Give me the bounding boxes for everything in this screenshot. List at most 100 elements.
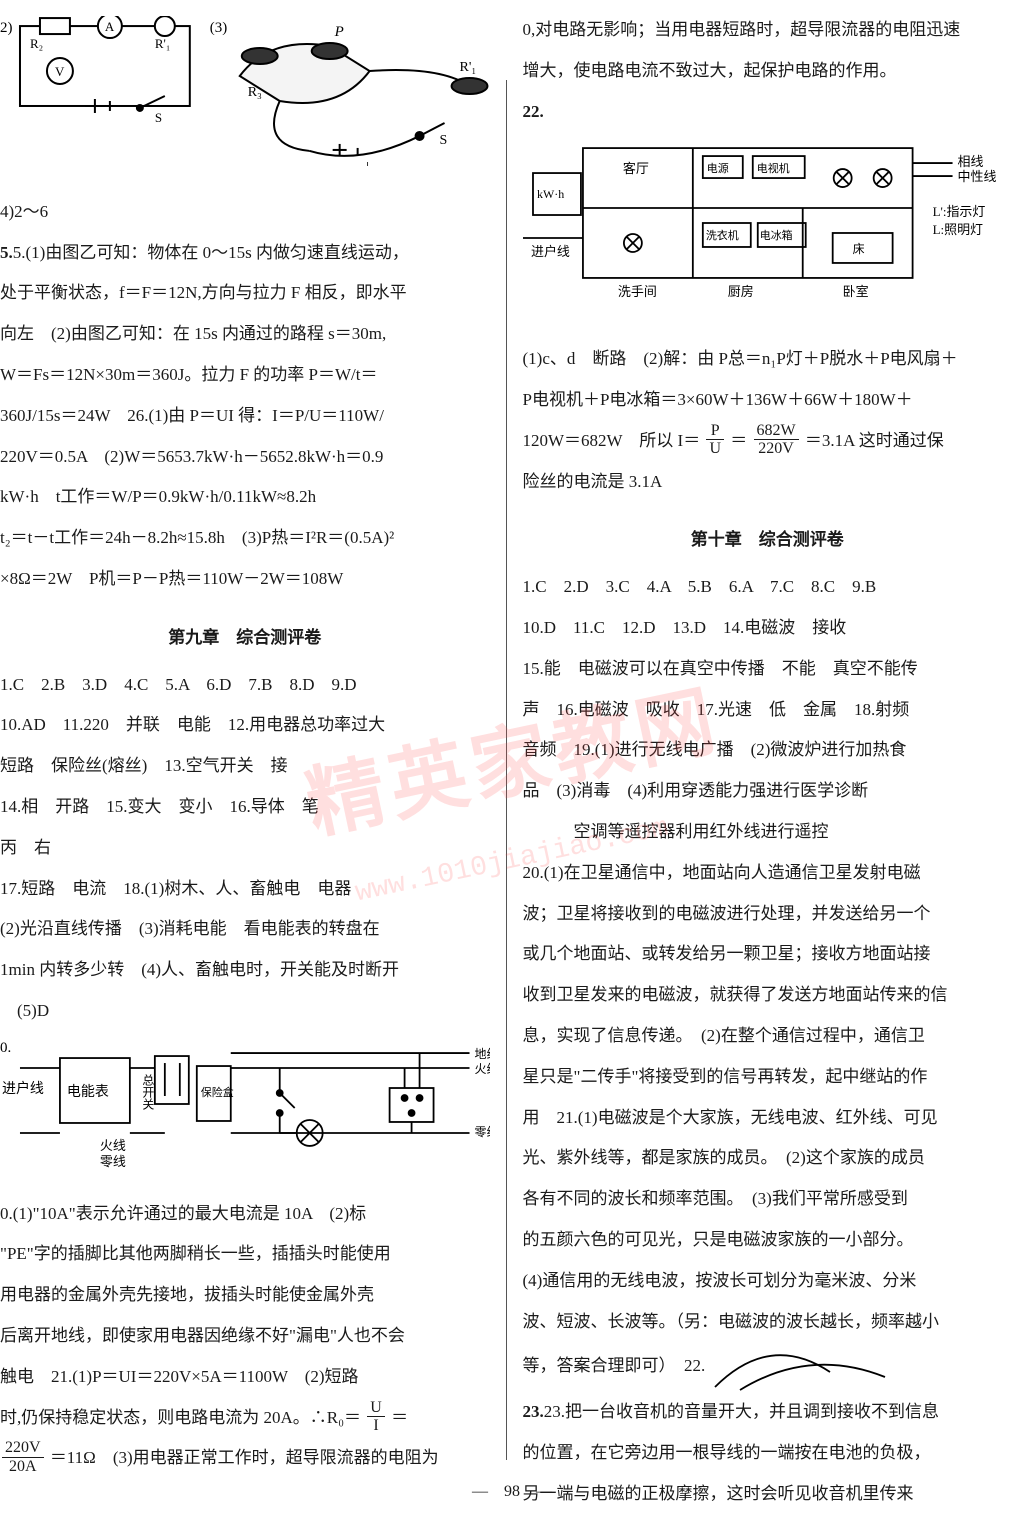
svg-text:－ ＋: － ＋ [338,160,374,166]
text-line: 音频 19.(1)进行无线电广播 (2)微波炉进行加热食 [523,730,1013,771]
text-line: 0,对电路无影响；当用电器短路时，超导限流器的电阻迅速 [523,10,1013,51]
svg-text:R'₁: R'₁ [155,36,171,51]
text-line: 220V＝0.5A (2)W＝5653.7kW·h－5652.8kW·h＝0.9 [0,437,490,478]
svg-text:0.: 0. [0,1040,11,1056]
section-10-title: 第十章 综合测评卷 [523,520,1013,561]
svg-text:电冰箱: 电冰箱 [759,228,792,242]
svg-text:洗衣机: 洗衣机 [705,228,738,242]
text-line: 息，实现了信息传递。 (2)在整个通信过程中，通信卫 [523,1016,1013,1057]
q3-label: (3) [210,20,227,36]
text-line: (1)c、d 断路 (2)解：由 P总＝n₁P灯＋P脱水＋P电风扇＋ [523,339,1013,380]
text-line: 丙 右 [0,828,490,869]
svg-text:火线: 火线 [100,1138,126,1153]
text-line: 14.相 开路 15.变大 变小 16.导体 笔 [0,787,490,828]
text-line: 增大，使电路电流不致过大，起保护电路的作用。 [523,51,1013,92]
text-line: 的五颜六色的可见光，只是电磁波家族的一小部分。 [523,1220,1013,1261]
section-9-title: 第九章 综合测评卷 [0,618,490,659]
text-line: 后离开地线，即使家用电器因绝缘不好"漏电"人也不会 [0,1316,490,1357]
text-line: 品 (3)消毒 (4)利用穿透能力强进行医学诊断 [523,771,1013,812]
right-column: 0,对电路无影响；当用电器短路时，超导限流器的电阻迅速 增大，使电路电流不致过大… [519,10,1017,1471]
text-line: 10.AD 11.220 并联 电能 12.用电器总功率过大 [0,705,490,746]
figure-household-circuit: 0. 进户线 电能表 火线 零线 总开关 保险盒 [0,1038,490,1184]
text-line: (2)光沿直线传播 (3)消耗电能 看电能表的转盘在 [0,909,490,950]
text-line: 4)2～6 [0,192,490,233]
text-line: 1min 内转多少转 (4)人、畜触电时，开关能及时断开 [0,950,490,991]
text-line: 23.23.把一台收音机的音量开大，并且调到接收不到信息 [523,1392,1013,1433]
text-line: W＝Fs＝12N×30m＝360J。拉力 F 的功率 P＝W/t＝ [0,355,490,396]
svg-text:L':指示灯: L':指示灯 [932,204,985,219]
text-line: 360J/15s＝24W 26.(1)由 P＝UI 得：I＝P/U＝110W/ [0,396,490,437]
text-line: 15.能 电磁波可以在真空中传播 不能 真空不能传 [523,649,1013,690]
text-line: 短路 保险丝(熔丝) 13.空气开关 接 [0,746,490,787]
figure-house-plan: kW·h 进户线 相线 中性线 L':指示灯 L:照明灯 客厅 电源 电视机 [523,138,1013,329]
fraction: UI [367,1399,385,1435]
text-line: 用电器的金属外壳先接地，拔插头时能使金属外壳 [0,1275,490,1316]
svg-text:卧室: 卧室 [842,284,868,299]
text-line: 17.短路 电流 18.(1)树木、人、畜触电 电器 [0,869,490,910]
page-number: — 98 — [0,1477,1024,1501]
text-line: 1.C 2.B 3.D 4.C 5.A 6.D 7.B 8.D 9.D [0,665,490,706]
text-line: 20.(1)在卫星通信中，地面站向人造通信卫星发射电磁 [523,853,1013,894]
svg-text:保险盒: 保险盒 [201,1085,234,1099]
svg-text:厨房: 厨房 [727,284,753,299]
svg-text:进户线: 进户线 [530,244,569,259]
page: 2) A R₂ R'₁ V S [0,0,1024,1511]
text-line: (5)D [0,991,490,1032]
text-line: 波；卫星将接收到的电磁波进行处理，并发送给另一个 [523,894,1013,935]
svg-text:地线: 地线 [475,1047,490,1061]
text-line: 波、短波、长波等。（另：电磁波的波长越长，频率越小 [523,1302,1013,1343]
svg-text:洗手间: 洗手间 [617,284,656,299]
left-column: 2) A R₂ R'₁ V S [0,10,494,1471]
text-line: 向左 (2)由图乙可知：在 15s 内通过的路程 s＝30m, [0,314,490,355]
svg-text:客厅: 客厅 [622,161,648,176]
text-line: 等，答案合理即可） 22. [523,1342,1013,1392]
fraction: 220V20A [2,1439,44,1475]
svg-text:R'₁: R'₁ [460,60,477,75]
text-line: 10.D 11.C 12.D 13.D 14.电磁波 接收 [523,608,1013,649]
text-line: t₂＝t－t工作＝24h－8.2h≈15.8h (3)P热＝I²R＝(0.5A)… [0,518,490,559]
svg-text:火线: 火线 [475,1062,490,1076]
text-line: kW·h t工作＝W/P＝0.9kW·h/0.11kW≈8.2h [0,477,490,518]
text-line: 的位置，在它旁边用一根导线的一端按在电池的负极， [523,1433,1013,1474]
text-line: (4)通信用的无线电波，按波长可划分为毫米波、分米 [523,1261,1013,1302]
svg-text:相线: 相线 [957,154,983,169]
text-line: "PE"字的插脚比其他两脚稍长一些，插插头时能使用 [0,1234,490,1275]
text-line: 收到卫星发来的电磁波，就获得了发送方地面站传来的信 [523,975,1013,1016]
text-line: P电视机＋P电冰箱＝3×60W＋136W＋66W＋180W＋ [523,380,1013,421]
text-line: ×8Ω＝2W P机＝P－P热＝110W－2W＝108W [0,559,490,600]
svg-text:床: 床 [852,242,864,256]
svg-text:电源: 电源 [706,161,728,175]
svg-text:A: A [105,19,115,34]
text-line: 用 21.(1)电磁波是个大家族，无线电波、红外线、可见 [523,1098,1013,1139]
text-line: 星只是"二传手"将接受到的信号再转发，起中继站的作 [523,1057,1013,1098]
svg-text:R₃: R₃ [248,85,262,100]
fraction: PU [706,422,724,458]
svg-text:总开关: 总开关 [141,1073,155,1109]
svg-text:R₂: R₂ [30,36,43,51]
svg-text:S: S [440,133,448,148]
svg-text:零线: 零线 [100,1154,126,1168]
text-line: 或几个地面站、或转发给另一颗卫星；接收方地面站接 [523,934,1013,975]
text-line: 光、紫外线等，都是家族的成员。 (2)这个家族的成员 [523,1138,1013,1179]
svg-text:V: V [55,64,65,79]
svg-text:电能表: 电能表 [67,1084,109,1100]
column-divider [506,80,507,1460]
text-line: 时,仍保持稳定状态，则电路电流为 20A。∴R₀＝ UI ＝ [0,1398,490,1439]
text-line: 各有不同的波长和频率范围。 (3)我们平常所感受到 [523,1179,1013,1220]
svg-text:L:照明灯: L:照明灯 [932,222,982,237]
text-line: 220V20A ＝11Ω (3)用电器正常工作时，超导限流器的电阻为 [0,1438,490,1479]
text-line: 触电 21.(1)P＝UI＝220V×5A＝1100W (2)短路 [0,1357,490,1398]
q22-label: 22. [523,92,1013,133]
svg-text:中性线: 中性线 [957,169,996,184]
text-line: 声 16.电磁波 吸收 17.光速 低 金属 18.射频 [523,690,1013,731]
text-line: 120W＝682W 所以 I＝ PU ＝ 682W220V ＝3.1A 这时通过… [523,421,1013,462]
svg-text:进户线: 进户线 [2,1080,44,1097]
figure-wave-sketch [710,1342,890,1392]
svg-text:P: P [334,24,344,40]
text-line: 处于平衡状态，f＝F＝12N,方向与拉力 F 相反，即水平 [0,273,490,314]
text-line: 空调等遥控器利用红外线进行遥控 [523,812,1013,853]
figure-circuits-top: 2) A R₂ R'₁ V S [0,16,490,182]
text-line: 1.C 2.D 3.C 4.A 5.B 6.A 7.C 8.C 9.B [523,567,1013,608]
svg-text:电视机: 电视机 [756,161,789,175]
svg-text:S: S [155,110,162,125]
